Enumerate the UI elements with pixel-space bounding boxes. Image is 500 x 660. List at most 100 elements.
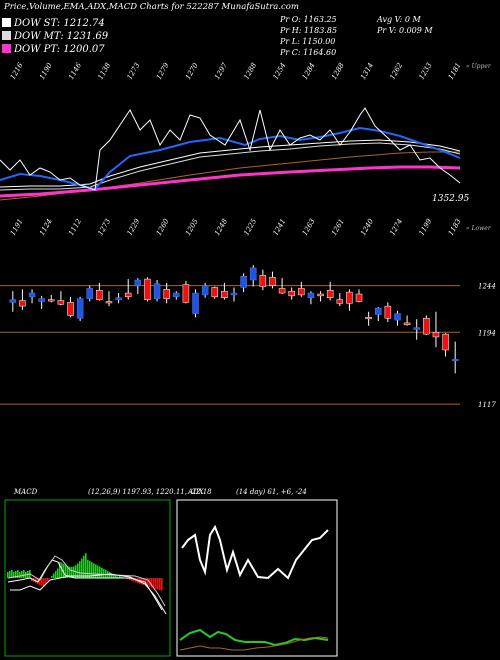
candle-body: [269, 276, 276, 286]
top-tick-label: 1297: [213, 61, 229, 81]
macd-bar: [7, 572, 9, 578]
macd-bar: [13, 572, 15, 578]
macd-bar: [65, 565, 67, 578]
bottom-tick-label: 1241: [272, 218, 288, 237]
ohlc-close: Pr C: 1164.60: [279, 48, 336, 57]
candle-body: [19, 300, 26, 307]
top-tick-label: 1233: [418, 61, 434, 81]
ohlc-low: Pr L: 1150.00: [279, 37, 335, 46]
macd-panel: MACD (12,26,9) 1197.93, 1220.11, -22.18: [4, 488, 212, 657]
macd-bar: [159, 578, 161, 590]
legend-mt: DOW MT: 1231.69: [13, 31, 109, 42]
ema-lines: [0, 107, 461, 201]
adx-panel: ADX (14 day) 61, +6, -24: [176, 488, 338, 657]
macd-bar: [43, 578, 45, 586]
candle-body: [336, 299, 344, 304]
macd-bar: [127, 578, 129, 580]
bottom-tick-label: 1124: [38, 218, 54, 237]
candle-body: [173, 292, 180, 298]
candle-body: [249, 267, 257, 281]
bottom-tick-label: 1229: [126, 217, 142, 237]
legend-pt: DOW PT: 1200.07: [13, 44, 105, 55]
candle-body: [403, 322, 411, 326]
candle-body: [28, 292, 36, 298]
macd-bar: [77, 563, 79, 578]
bottom-tick-label: 1225: [242, 217, 258, 237]
candle-body: [221, 290, 228, 298]
bottom-tick-label: 1183: [447, 217, 463, 237]
candle-body: [76, 298, 84, 319]
macd-values: (12,26,9) 1197.93, 1220.11, -22.18: [88, 488, 212, 496]
top-tick-label: 1146: [67, 61, 83, 81]
candle-body: [394, 313, 401, 321]
candle-body: [38, 298, 45, 302]
candle-body: [9, 299, 17, 303]
ohlc-high: Pr H: 1183.85: [279, 26, 337, 35]
candle-body: [86, 288, 93, 299]
macd-bar: [71, 566, 73, 578]
ema-blue-line: [0, 126, 461, 191]
macd-histogram: [7, 553, 163, 591]
ohlc-open: Pr O: 1163.25: [279, 15, 337, 24]
macd-bar: [93, 563, 95, 578]
chart-title: Price,Volume,EMA,ADX,MACD Charts for 522…: [3, 2, 299, 12]
macd-bar: [63, 563, 65, 578]
macd-bar: [111, 573, 113, 578]
adx-values: (14 day) 61, +6, -24: [236, 488, 307, 496]
macd-bar: [103, 568, 105, 578]
top-tick-label: 1279: [155, 61, 171, 81]
macd-bar: [73, 566, 75, 578]
candle-body: [144, 278, 151, 300]
bottom-tick-label: 1274: [388, 218, 404, 237]
macd-bar: [113, 574, 115, 578]
candle-body: [230, 292, 238, 296]
adx-line: [181, 524, 329, 580]
candle-body: [451, 359, 459, 362]
candle-body: [384, 305, 392, 319]
legend: DOW ST: 1212.74 DOW MT: 1231.69 DOW PT: …: [2, 18, 109, 55]
macd-bar: [31, 578, 33, 581]
macd-bar: [115, 575, 117, 578]
macd-bar: [15, 571, 17, 578]
macd-bar: [67, 566, 69, 578]
candle-body: [67, 302, 74, 316]
candle-body: [288, 290, 295, 297]
minus-di-line: [179, 636, 329, 651]
macd-bar: [85, 553, 87, 578]
macd-bar: [155, 578, 157, 589]
legend-swatch-mt: [2, 31, 11, 40]
candle-body: [192, 292, 199, 314]
bottom-tick-label: 1263: [301, 217, 317, 237]
lower-band-label: « Lower: [466, 225, 492, 232]
macd-bar: [23, 570, 25, 578]
top-tick-label: 1254: [272, 62, 288, 81]
bottom-tick-label: 1248: [213, 217, 229, 237]
macd-bar: [101, 567, 103, 578]
macd-bar: [69, 566, 71, 578]
ema-white-2: [0, 142, 461, 191]
upper-band-label: « Upper: [466, 63, 492, 70]
top-tick-label: 1216: [9, 61, 25, 81]
candle-body: [211, 287, 219, 298]
macd-bar: [51, 576, 53, 578]
macd-bar: [39, 578, 41, 585]
candle-body: [201, 285, 209, 296]
macd-bar: [151, 578, 153, 588]
price-volume: Pr V: 0.009 M: [376, 26, 433, 35]
candle-body: [153, 283, 161, 299]
candle-body: [432, 332, 440, 338]
macd-bar: [21, 571, 23, 578]
candle-body: [365, 317, 372, 320]
candle-body: [96, 290, 103, 300]
ema-pink-line: [0, 165, 461, 198]
bottom-tick-label: 1205: [184, 217, 200, 237]
macd-bar: [99, 566, 101, 578]
bottom-tick-label: 1199: [418, 217, 434, 237]
macd-bar: [121, 576, 123, 578]
top-tick-labels: 1216 1190 1146 1138 1273 1279 1270 1297 1288 1254…: [9, 61, 463, 81]
ema-white-1: [0, 139, 461, 188]
macd-bar: [79, 561, 81, 578]
macd-bar: [41, 578, 43, 586]
bottom-tick-label: 1240: [359, 217, 375, 237]
price-levels: 1244 1194 1117: [0, 283, 496, 409]
